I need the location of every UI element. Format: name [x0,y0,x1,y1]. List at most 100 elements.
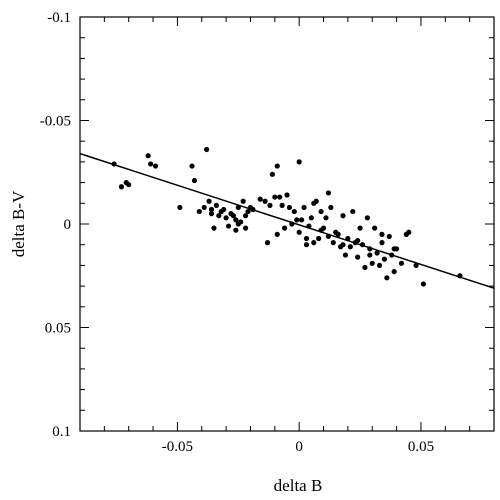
data-point [145,153,151,159]
data-point [316,235,322,242]
data-point [235,204,241,211]
data-point [303,235,310,242]
data-point [367,252,373,258]
data-point [303,242,310,248]
data-point [306,223,312,229]
data-point [262,198,268,204]
data-point [318,208,324,215]
data-point [457,273,463,279]
data-point [274,163,280,169]
data-point [376,262,383,268]
data-point [311,240,317,246]
data-point [250,206,256,213]
data-point [359,242,366,248]
data-point [328,204,334,211]
data-point [243,225,249,231]
data-point [291,208,297,215]
data-point [191,177,198,184]
data-point [318,227,324,233]
data-point [413,262,419,268]
data-point [374,250,380,256]
data-point [272,194,278,200]
data-point [325,233,331,240]
data-point [311,200,317,206]
data-point [296,229,302,235]
x-tick-label: 0.05 [408,439,434,455]
data-point [245,208,251,215]
data-point [335,231,341,237]
data-point [274,231,280,237]
data-point [201,204,207,211]
data-points [111,146,463,287]
axis-tick-labels: -0.05 0 0.05 -0.1 -0.05 0 0.05 0.1 [40,10,434,455]
data-point [240,198,246,204]
data-point [355,254,361,260]
plot-frame [79,16,495,432]
y-axis-label: delta B-V [9,190,28,257]
data-point [118,184,124,190]
data-point [264,240,271,246]
data-point [325,190,331,196]
data-point [391,246,397,252]
data-point [208,211,215,217]
data-point [294,217,300,223]
data-point [257,196,263,202]
data-point [347,244,353,250]
data-point [381,256,388,262]
data-point [277,194,283,200]
data-point [389,252,395,258]
data-point [299,217,305,223]
data-point [372,225,378,231]
data-point [279,202,285,208]
data-point [148,161,154,167]
data-point [398,260,405,266]
data-point [340,213,346,219]
data-point [379,231,385,237]
data-point [367,246,373,252]
y-tick-label: 0.1 [52,424,71,440]
data-point [330,240,336,246]
data-point [177,204,183,211]
data-point [403,231,409,237]
data-point [362,264,368,271]
data-point [189,163,195,169]
data-point [391,269,397,275]
data-point [223,215,229,221]
data-point [196,208,202,215]
data-point [345,235,351,242]
data-point [296,159,302,165]
data-point [221,206,227,213]
data-point [230,213,237,219]
data-point [364,215,370,221]
data-point [225,223,232,229]
data-point [152,163,159,169]
data-point [233,227,239,233]
data-point [213,202,219,208]
data-point [350,208,356,215]
data-point [216,213,222,219]
data-point [243,213,249,219]
data-point [281,225,288,231]
data-point [111,161,117,167]
data-point [233,217,239,223]
y-tick-label: -0.05 [40,114,71,130]
data-point [386,233,392,240]
axis-ticks [79,16,495,432]
x-axis-label: delta B [274,476,323,495]
data-point [204,146,210,153]
data-point [340,242,346,248]
data-point [342,252,349,258]
data-point [286,204,293,211]
data-point [208,206,215,213]
data-point [323,215,329,221]
regression-line [79,152,495,289]
data-point [420,281,426,287]
y-tick-label: 0.05 [45,321,71,337]
x-tick-label: 0 [295,439,303,455]
data-point [301,204,307,211]
data-point [355,237,361,244]
data-point [357,225,363,231]
data-point [379,240,385,246]
data-point [284,192,290,198]
